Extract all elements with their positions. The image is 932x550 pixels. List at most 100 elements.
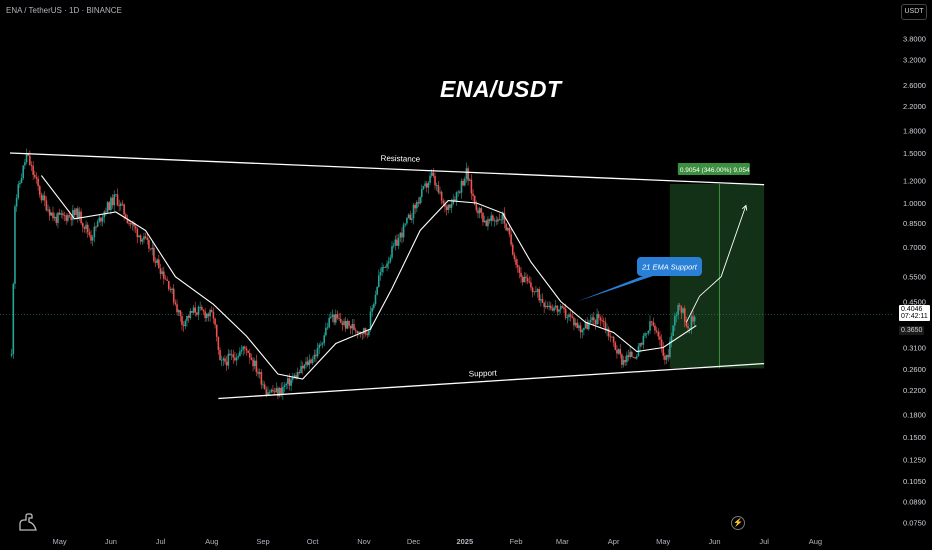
candle-body [377,275,380,287]
dinosaur-logo-icon[interactable] [16,512,40,532]
candle-body [321,343,324,345]
candle-body [478,208,481,214]
stop-price-tag: 0.3650 [899,326,925,335]
candle-body [68,215,71,217]
lightning-icon[interactable]: ⚡ [731,516,745,530]
candle-body [169,289,172,291]
candle-body [106,202,109,213]
candle-body [611,336,613,338]
candle-body [417,202,420,204]
candle-body [153,247,155,262]
candle-body [338,318,340,319]
candle-body [67,215,69,221]
ema-line [40,175,697,380]
currency-badge[interactable]: USDT [901,4,927,20]
candle-body [440,191,443,201]
candle-body [12,283,15,355]
candle-body [113,194,115,206]
candle-body [275,388,278,393]
candle-body [571,316,574,318]
candle-body [205,313,208,319]
y-tick-label: 0.1250 [903,455,926,464]
candle-body [612,336,615,343]
candle-body [227,353,230,366]
candle-body [626,355,628,363]
candle-body [683,308,686,322]
candle-body [409,214,412,220]
candle-body [95,226,97,228]
candle-body [161,271,163,275]
candle-body [303,364,306,369]
candle-body [154,261,157,263]
x-tick-label: 2025 [456,537,473,546]
candle-body [640,343,643,345]
candle-body [584,321,587,329]
candle-body [480,208,483,213]
candle-body [394,239,397,246]
candle-body [287,378,289,384]
candle-body [230,354,233,356]
candle-body [220,360,223,361]
candle-body [237,356,240,358]
candle-body [194,307,197,313]
candle-body [688,328,691,329]
candle-body [323,335,326,344]
candle-body [503,212,506,224]
candle-body [196,312,198,315]
candle-body [177,310,180,313]
candle-body [47,209,49,211]
candle-body [607,328,610,337]
candle-body [614,342,617,350]
projection-path [685,205,747,323]
candle-body [331,314,334,317]
candle-body [149,248,152,250]
candle-body [248,353,251,358]
candle-body [293,375,296,378]
x-tick-label: Nov [357,537,371,546]
candle-body [655,330,658,332]
candle-body [606,328,608,330]
candle-body [81,223,84,227]
candle-body [361,333,364,335]
candle-body [349,325,352,329]
candle-body [392,245,395,247]
candle-body [536,289,539,292]
candle-body [374,294,377,305]
candle-body [346,320,349,329]
candle-body [311,359,314,363]
candle-body [288,378,291,386]
candle-body [301,366,304,369]
candle-body [285,383,287,386]
candle-body [253,360,256,367]
candle-body [50,212,53,216]
candle-body [599,317,602,321]
candle-body [191,311,193,313]
candle-body [401,232,403,238]
candle-body [387,261,390,264]
candle-body [472,193,474,196]
candle-body [657,331,660,337]
candle-body [420,189,423,197]
candle-body [505,223,507,231]
candle-body [306,361,309,366]
candle-body [477,210,479,214]
candle-body [43,195,46,201]
candle-body [525,276,527,279]
candle-body [435,185,438,186]
candle-body [123,204,125,215]
callout-text: 21 EMA Support [641,263,698,272]
candle-body [559,306,562,310]
candle-body [53,216,56,219]
y-tick-label: 2.6000 [903,81,926,90]
x-tick-label: Aug [809,537,822,546]
candle-body [57,212,59,223]
candle-body [576,322,579,329]
candle-body [144,236,147,238]
candle-body [460,180,463,193]
y-tick-label: 0.1050 [903,477,926,486]
candle-body [240,349,243,352]
candle-body [368,330,370,336]
candle-body [336,314,339,319]
candle-body [272,389,274,392]
